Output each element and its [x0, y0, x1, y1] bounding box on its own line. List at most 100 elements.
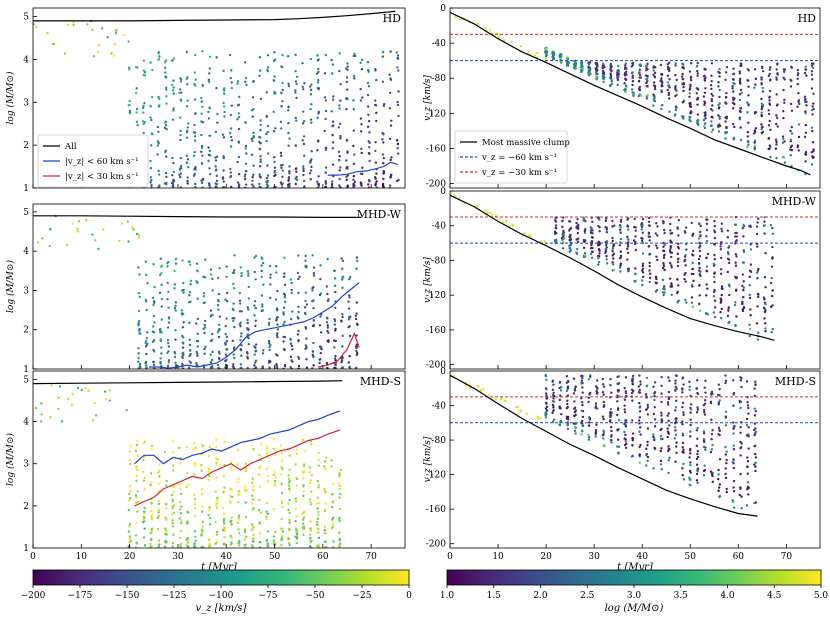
data-point	[355, 256, 359, 259]
data-point	[812, 150, 815, 153]
data-point	[287, 105, 290, 109]
data-point	[127, 499, 131, 502]
data-point	[769, 145, 772, 149]
data-point	[182, 321, 185, 324]
data-point	[382, 156, 385, 160]
y-tick-label: -80	[432, 256, 447, 266]
data-point	[196, 339, 200, 343]
series-line	[33, 10, 396, 22]
data-point	[239, 302, 242, 305]
data-point	[558, 386, 561, 390]
data-point	[258, 522, 262, 525]
data-point	[152, 303, 155, 307]
data-point	[144, 364, 148, 367]
data-point	[669, 239, 672, 242]
data-point	[703, 122, 707, 125]
data-point	[272, 473, 275, 476]
data-point	[252, 485, 255, 488]
data-point	[118, 239, 121, 243]
data-point	[669, 285, 672, 288]
data-point	[718, 71, 721, 75]
data-point	[634, 272, 637, 276]
data-point	[566, 427, 570, 431]
data-point	[334, 366, 337, 369]
data-point	[288, 182, 291, 186]
data-point	[165, 95, 168, 98]
data-point	[666, 401, 670, 404]
data-point	[674, 409, 677, 412]
colorbar-tick-label: 5.0	[814, 591, 829, 601]
data-point	[667, 84, 671, 87]
data-point	[135, 232, 139, 236]
data-point	[187, 539, 190, 542]
data-point	[696, 426, 699, 430]
data-point	[559, 389, 563, 392]
data-point	[135, 87, 138, 90]
data-point	[595, 379, 599, 382]
y-tick-label: 3	[23, 98, 29, 108]
data-point	[280, 65, 284, 69]
data-point	[196, 354, 199, 357]
data-point	[712, 311, 716, 314]
data-point	[641, 252, 645, 255]
data-point	[251, 175, 254, 179]
data-point	[648, 261, 651, 265]
data-point	[746, 130, 750, 134]
data-point	[246, 357, 250, 360]
data-point	[288, 468, 292, 471]
data-point	[171, 185, 175, 188]
data-point	[611, 225, 614, 228]
data-point	[237, 493, 240, 496]
data-point	[634, 267, 637, 270]
data-point	[396, 66, 399, 69]
data-point	[374, 99, 377, 102]
data-point	[390, 119, 393, 123]
data-point	[768, 68, 772, 71]
data-point	[196, 281, 199, 285]
data-point	[653, 398, 656, 402]
data-point	[619, 218, 623, 221]
data-point	[754, 410, 758, 413]
data-point	[361, 96, 364, 99]
data-point	[179, 78, 183, 81]
data-point	[145, 366, 148, 369]
data-point	[275, 271, 278, 274]
data-point	[289, 337, 292, 341]
data-point	[128, 68, 131, 71]
data-point	[253, 270, 257, 274]
data-point	[135, 496, 138, 499]
data-point	[181, 346, 185, 349]
data-point	[796, 145, 799, 149]
colorbar-gradient	[32, 569, 410, 586]
data-point	[638, 410, 642, 413]
data-point	[754, 380, 757, 384]
data-point	[236, 463, 240, 466]
data-point	[287, 474, 290, 477]
data-point	[554, 224, 558, 227]
data-point	[725, 131, 729, 134]
data-point	[588, 61, 592, 64]
data-point	[233, 269, 236, 272]
y-tick-label: -40	[432, 39, 447, 49]
data-point	[200, 112, 203, 115]
data-point	[619, 226, 623, 229]
data-point	[239, 321, 242, 324]
data-point	[194, 464, 197, 468]
data-point	[296, 271, 300, 275]
data-point	[753, 130, 757, 134]
data-point	[535, 51, 539, 55]
data-point	[609, 377, 612, 381]
data-point	[703, 410, 706, 414]
data-point	[702, 408, 706, 412]
data-point	[280, 517, 283, 521]
data-point	[775, 68, 778, 71]
data-point	[105, 397, 108, 401]
data-point	[77, 219, 81, 223]
data-point	[57, 407, 60, 411]
data-point	[705, 239, 709, 243]
data-point	[675, 417, 678, 420]
data-point	[281, 467, 284, 471]
data-point	[770, 265, 774, 268]
data-point	[558, 380, 562, 384]
data-point	[368, 131, 371, 134]
